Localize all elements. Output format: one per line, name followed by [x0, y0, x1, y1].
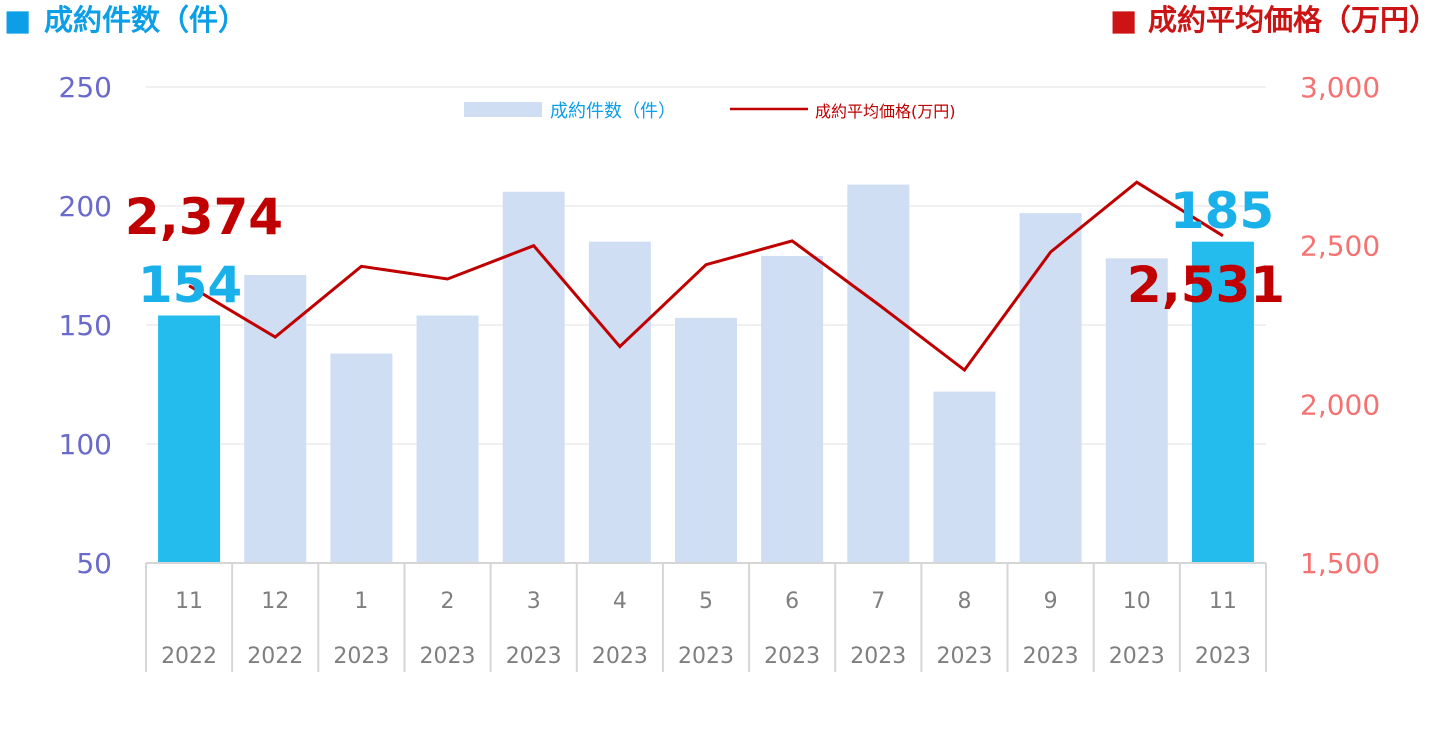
category-year-label: 2023 — [1195, 644, 1251, 669]
category-month-label: 2 — [441, 589, 455, 614]
data-label-callout: 2,374 — [125, 188, 283, 246]
category-year-label: 2023 — [678, 644, 734, 669]
category-month-label: 12 — [261, 589, 289, 614]
legend-line-label: 成約平均価格(万円) — [815, 102, 956, 121]
left-axis: 50 100 150 200 250 — [59, 71, 112, 580]
left-axis-tick-label: 250 — [59, 71, 112, 104]
bar — [1105, 258, 1168, 563]
callouts: 154 2,374 185 2,531 — [125, 182, 1285, 314]
category-month-label: 11 — [175, 589, 203, 614]
legend-bar-swatch — [464, 102, 542, 117]
bar — [675, 317, 737, 563]
category-month-label: 6 — [785, 589, 799, 614]
bar — [588, 241, 651, 563]
left-axis-tick-label: 50 — [76, 547, 112, 580]
right-title-marker: ■ — [1110, 3, 1137, 37]
bar — [1019, 213, 1082, 563]
right-axis-tick-label: 2,500 — [1300, 230, 1380, 263]
left-title-marker: ■ — [4, 3, 31, 37]
line-series — [188, 180, 1224, 373]
right-title-text: 成約平均価格（万円） — [1148, 3, 1438, 37]
category-month-label: 11 — [1209, 589, 1237, 614]
category-year-label: 2023 — [333, 644, 389, 669]
category-year-label: 2023 — [592, 644, 648, 669]
left-axis-tick-label: 100 — [59, 428, 112, 461]
right-axis: 1,500 2,000 2,500 3,000 — [1300, 71, 1380, 580]
data-label-callout: 154 — [138, 256, 242, 314]
category-year-label: 2023 — [420, 644, 476, 669]
bar — [933, 391, 996, 563]
data-label-callout: 2,531 — [1127, 256, 1285, 314]
category-month-label: 3 — [527, 589, 541, 614]
left-axis-tick-label: 200 — [59, 190, 112, 223]
category-year-label: 2022 — [247, 644, 303, 669]
category-month-label: 7 — [871, 589, 885, 614]
right-axis-tick-label: 3,000 — [1300, 71, 1380, 104]
category-year-label: 2022 — [161, 644, 217, 669]
left-title-text: 成約件数（件） — [44, 3, 247, 37]
bar — [1191, 241, 1254, 563]
bar — [330, 353, 393, 563]
bar — [847, 184, 910, 563]
category-year-label: 2023 — [850, 644, 906, 669]
bar-series — [158, 184, 1254, 564]
category-year-label: 2023 — [936, 644, 992, 669]
category-year-label: 2023 — [1023, 644, 1079, 669]
left-axis-tick-label: 150 — [59, 309, 112, 342]
line-path — [188, 180, 1224, 373]
bar — [761, 255, 824, 564]
legend: 成約件数（件） 成約平均価格(万円) — [464, 101, 956, 122]
right-axis-title: ■ 成約平均価格（万円） — [1110, 3, 1438, 37]
category-month-label: 10 — [1123, 589, 1151, 614]
category-year-label: 2023 — [1109, 644, 1165, 669]
category-year-label: 2023 — [506, 644, 562, 669]
category-month-label: 9 — [1044, 589, 1058, 614]
legend-bar-label: 成約件数（件） — [550, 101, 676, 122]
right-axis-tick-label: 1,500 — [1300, 547, 1380, 580]
category-month-label: 8 — [957, 589, 971, 614]
data-label-callout: 185 — [1170, 182, 1274, 240]
bar — [416, 315, 479, 563]
category-month-label: 4 — [613, 589, 627, 614]
left-axis-title: ■ 成約件数（件） — [4, 3, 247, 37]
right-axis-tick-label: 2,000 — [1300, 388, 1380, 421]
category-month-label: 1 — [354, 589, 368, 614]
category-month-label: 5 — [699, 589, 713, 614]
category-axis-table: 11 2022 12 2022 1 2023 2 2023 3 2023 4 2023 5 2023 6 20… — [145, 562, 1267, 672]
bar — [158, 315, 221, 563]
category-year-label: 2023 — [764, 644, 820, 669]
